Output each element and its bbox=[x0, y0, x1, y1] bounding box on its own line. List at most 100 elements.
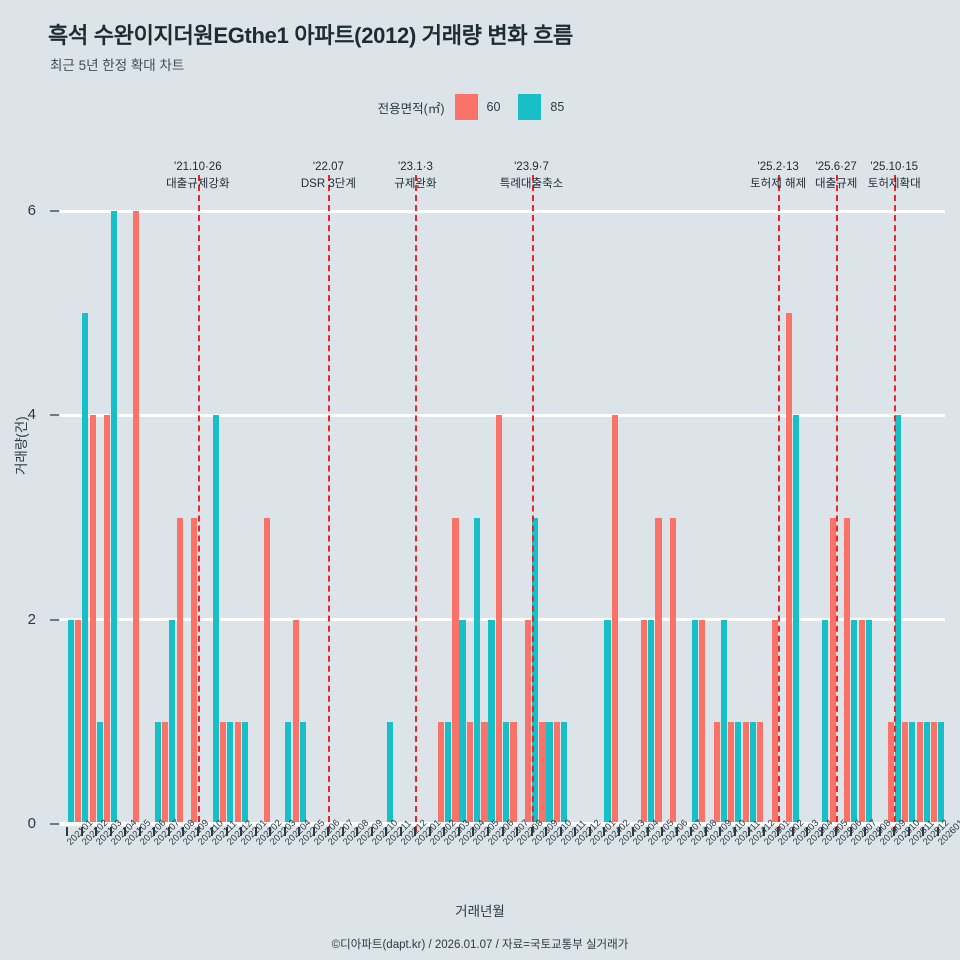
bar-202410-60[interactable] bbox=[713, 721, 720, 824]
x-tick-202405 bbox=[646, 827, 649, 836]
bar-202510-60[interactable] bbox=[887, 721, 894, 824]
x-tick-202109 bbox=[182, 827, 185, 836]
bar-202512-60[interactable] bbox=[916, 721, 923, 824]
bar-202406-60[interactable] bbox=[655, 517, 662, 824]
bar-202402-85[interactable] bbox=[604, 619, 611, 824]
x-tick-202304 bbox=[457, 827, 460, 836]
bar-202310-85[interactable] bbox=[546, 721, 553, 824]
bar-202103-85[interactable] bbox=[96, 721, 103, 824]
bar-202304-60[interactable] bbox=[452, 517, 459, 824]
bar-202107-85[interactable] bbox=[154, 721, 161, 824]
bar-202503-85[interactable] bbox=[793, 415, 800, 824]
bar-202601-60[interactable] bbox=[931, 721, 938, 824]
bar-202112-85[interactable] bbox=[227, 721, 234, 824]
y-axis-title: 거래량(건) bbox=[14, 416, 29, 475]
bar-202505-85[interactable] bbox=[822, 619, 829, 824]
bar-202502-60[interactable] bbox=[771, 619, 778, 824]
bar-202512-85[interactable] bbox=[923, 721, 930, 824]
bar-202303-85[interactable] bbox=[444, 721, 452, 824]
bar-202108-60[interactable] bbox=[162, 721, 169, 824]
bar-202411-60[interactable] bbox=[728, 721, 735, 824]
bar-202110-60[interactable] bbox=[191, 517, 198, 824]
bar-202501-60[interactable] bbox=[757, 721, 764, 824]
bar-202309-85[interactable] bbox=[531, 517, 539, 824]
y-tick-mark-6 bbox=[50, 210, 59, 212]
legend-item-60[interactable]: 60 bbox=[454, 94, 500, 120]
bar-202205-60[interactable] bbox=[292, 619, 299, 824]
bar-202409-60[interactable] bbox=[699, 619, 706, 824]
bar-202412-60[interactable] bbox=[742, 721, 749, 824]
bar-202410-85[interactable] bbox=[720, 619, 727, 824]
event-title-202110: 대출규제강화 bbox=[166, 178, 230, 190]
bar-202205-85[interactable] bbox=[299, 721, 306, 824]
y-tick-label-2: 2 bbox=[27, 610, 36, 628]
bar-202108-85[interactable] bbox=[169, 619, 176, 824]
event-line-202301 bbox=[415, 175, 418, 832]
bar-202308-60[interactable] bbox=[510, 721, 517, 824]
bar-202508-60[interactable] bbox=[858, 619, 865, 824]
bar-202305-60[interactable] bbox=[466, 721, 474, 824]
bar-202311-85[interactable] bbox=[560, 721, 568, 824]
bar-202306-85[interactable] bbox=[488, 619, 495, 824]
bar-202306-60[interactable] bbox=[481, 721, 488, 824]
x-tick-202312 bbox=[574, 827, 577, 836]
bar-202407-60[interactable] bbox=[669, 517, 677, 824]
bar-202311-60[interactable] bbox=[553, 721, 561, 824]
x-tick-202105 bbox=[124, 827, 127, 836]
bar-202111-85[interactable] bbox=[212, 415, 219, 824]
bar-202403-60[interactable] bbox=[611, 415, 619, 824]
bar-202305-85[interactable] bbox=[473, 517, 481, 824]
x-tick-202407 bbox=[675, 827, 678, 836]
x-tick-202408 bbox=[690, 827, 693, 836]
bar-202601-85[interactable] bbox=[938, 721, 945, 824]
bar-202307-60[interactable] bbox=[495, 415, 503, 824]
bar-202411-85[interactable] bbox=[735, 721, 742, 824]
x-tick-202301 bbox=[414, 827, 417, 836]
x-tick-202406 bbox=[661, 827, 664, 836]
bar-202109-60[interactable] bbox=[176, 517, 183, 824]
gridline-4 bbox=[60, 413, 945, 417]
bar-202511-60[interactable] bbox=[902, 721, 909, 824]
bar-202203-60[interactable] bbox=[263, 517, 270, 824]
bar-202503-60[interactable] bbox=[786, 313, 793, 824]
legend-item-85[interactable]: 85 bbox=[518, 94, 564, 120]
bar-202104-85[interactable] bbox=[111, 211, 118, 824]
bar-202112-60[interactable] bbox=[220, 721, 227, 824]
bar-202310-60[interactable] bbox=[539, 721, 546, 824]
event-date-202110: '21.10·26 bbox=[174, 161, 222, 173]
bar-202408-85[interactable] bbox=[691, 619, 698, 824]
x-tick-202409 bbox=[704, 827, 707, 836]
bar-202511-85[interactable] bbox=[909, 721, 916, 824]
event-label-202502: '25.2·13 토허제 해제 bbox=[718, 159, 838, 193]
bar-202102-60[interactable] bbox=[75, 619, 82, 824]
bar-202303-60[interactable] bbox=[437, 721, 445, 824]
bar-202104-60[interactable] bbox=[104, 415, 111, 824]
bar-202405-60[interactable] bbox=[640, 619, 648, 824]
event-title-202510: 토허제확대 bbox=[867, 178, 921, 190]
bar-202309-60[interactable] bbox=[524, 619, 532, 824]
event-title-202309: 특례대출축소 bbox=[499, 178, 564, 190]
bar-202510-85[interactable] bbox=[894, 415, 901, 824]
bar-202211-85[interactable] bbox=[386, 721, 394, 824]
bar-202307-85[interactable] bbox=[502, 721, 510, 824]
bar-202101-85[interactable] bbox=[67, 619, 74, 824]
bar-202204-85[interactable] bbox=[285, 721, 292, 824]
bar-202507-85[interactable] bbox=[851, 619, 858, 824]
bar-202412-85[interactable] bbox=[749, 721, 756, 824]
bar-202106-60[interactable] bbox=[133, 211, 140, 824]
bar-202201-60[interactable] bbox=[234, 721, 241, 824]
bar-202102-85[interactable] bbox=[82, 313, 89, 824]
bar-202304-85[interactable] bbox=[459, 619, 466, 824]
bar-202506-60[interactable] bbox=[829, 517, 836, 824]
x-tick-202305 bbox=[472, 827, 475, 836]
event-line-202207 bbox=[328, 175, 331, 832]
y-tick-mark-2 bbox=[50, 618, 59, 621]
bar-202508-85[interactable] bbox=[865, 619, 872, 824]
x-tick-202107 bbox=[153, 827, 156, 836]
bar-202103-60[interactable] bbox=[89, 415, 96, 824]
bar-202507-60[interactable] bbox=[844, 517, 851, 824]
x-tick-202210 bbox=[370, 827, 373, 836]
bar-202201-85[interactable] bbox=[241, 721, 248, 824]
bar-202405-85[interactable] bbox=[647, 619, 655, 824]
